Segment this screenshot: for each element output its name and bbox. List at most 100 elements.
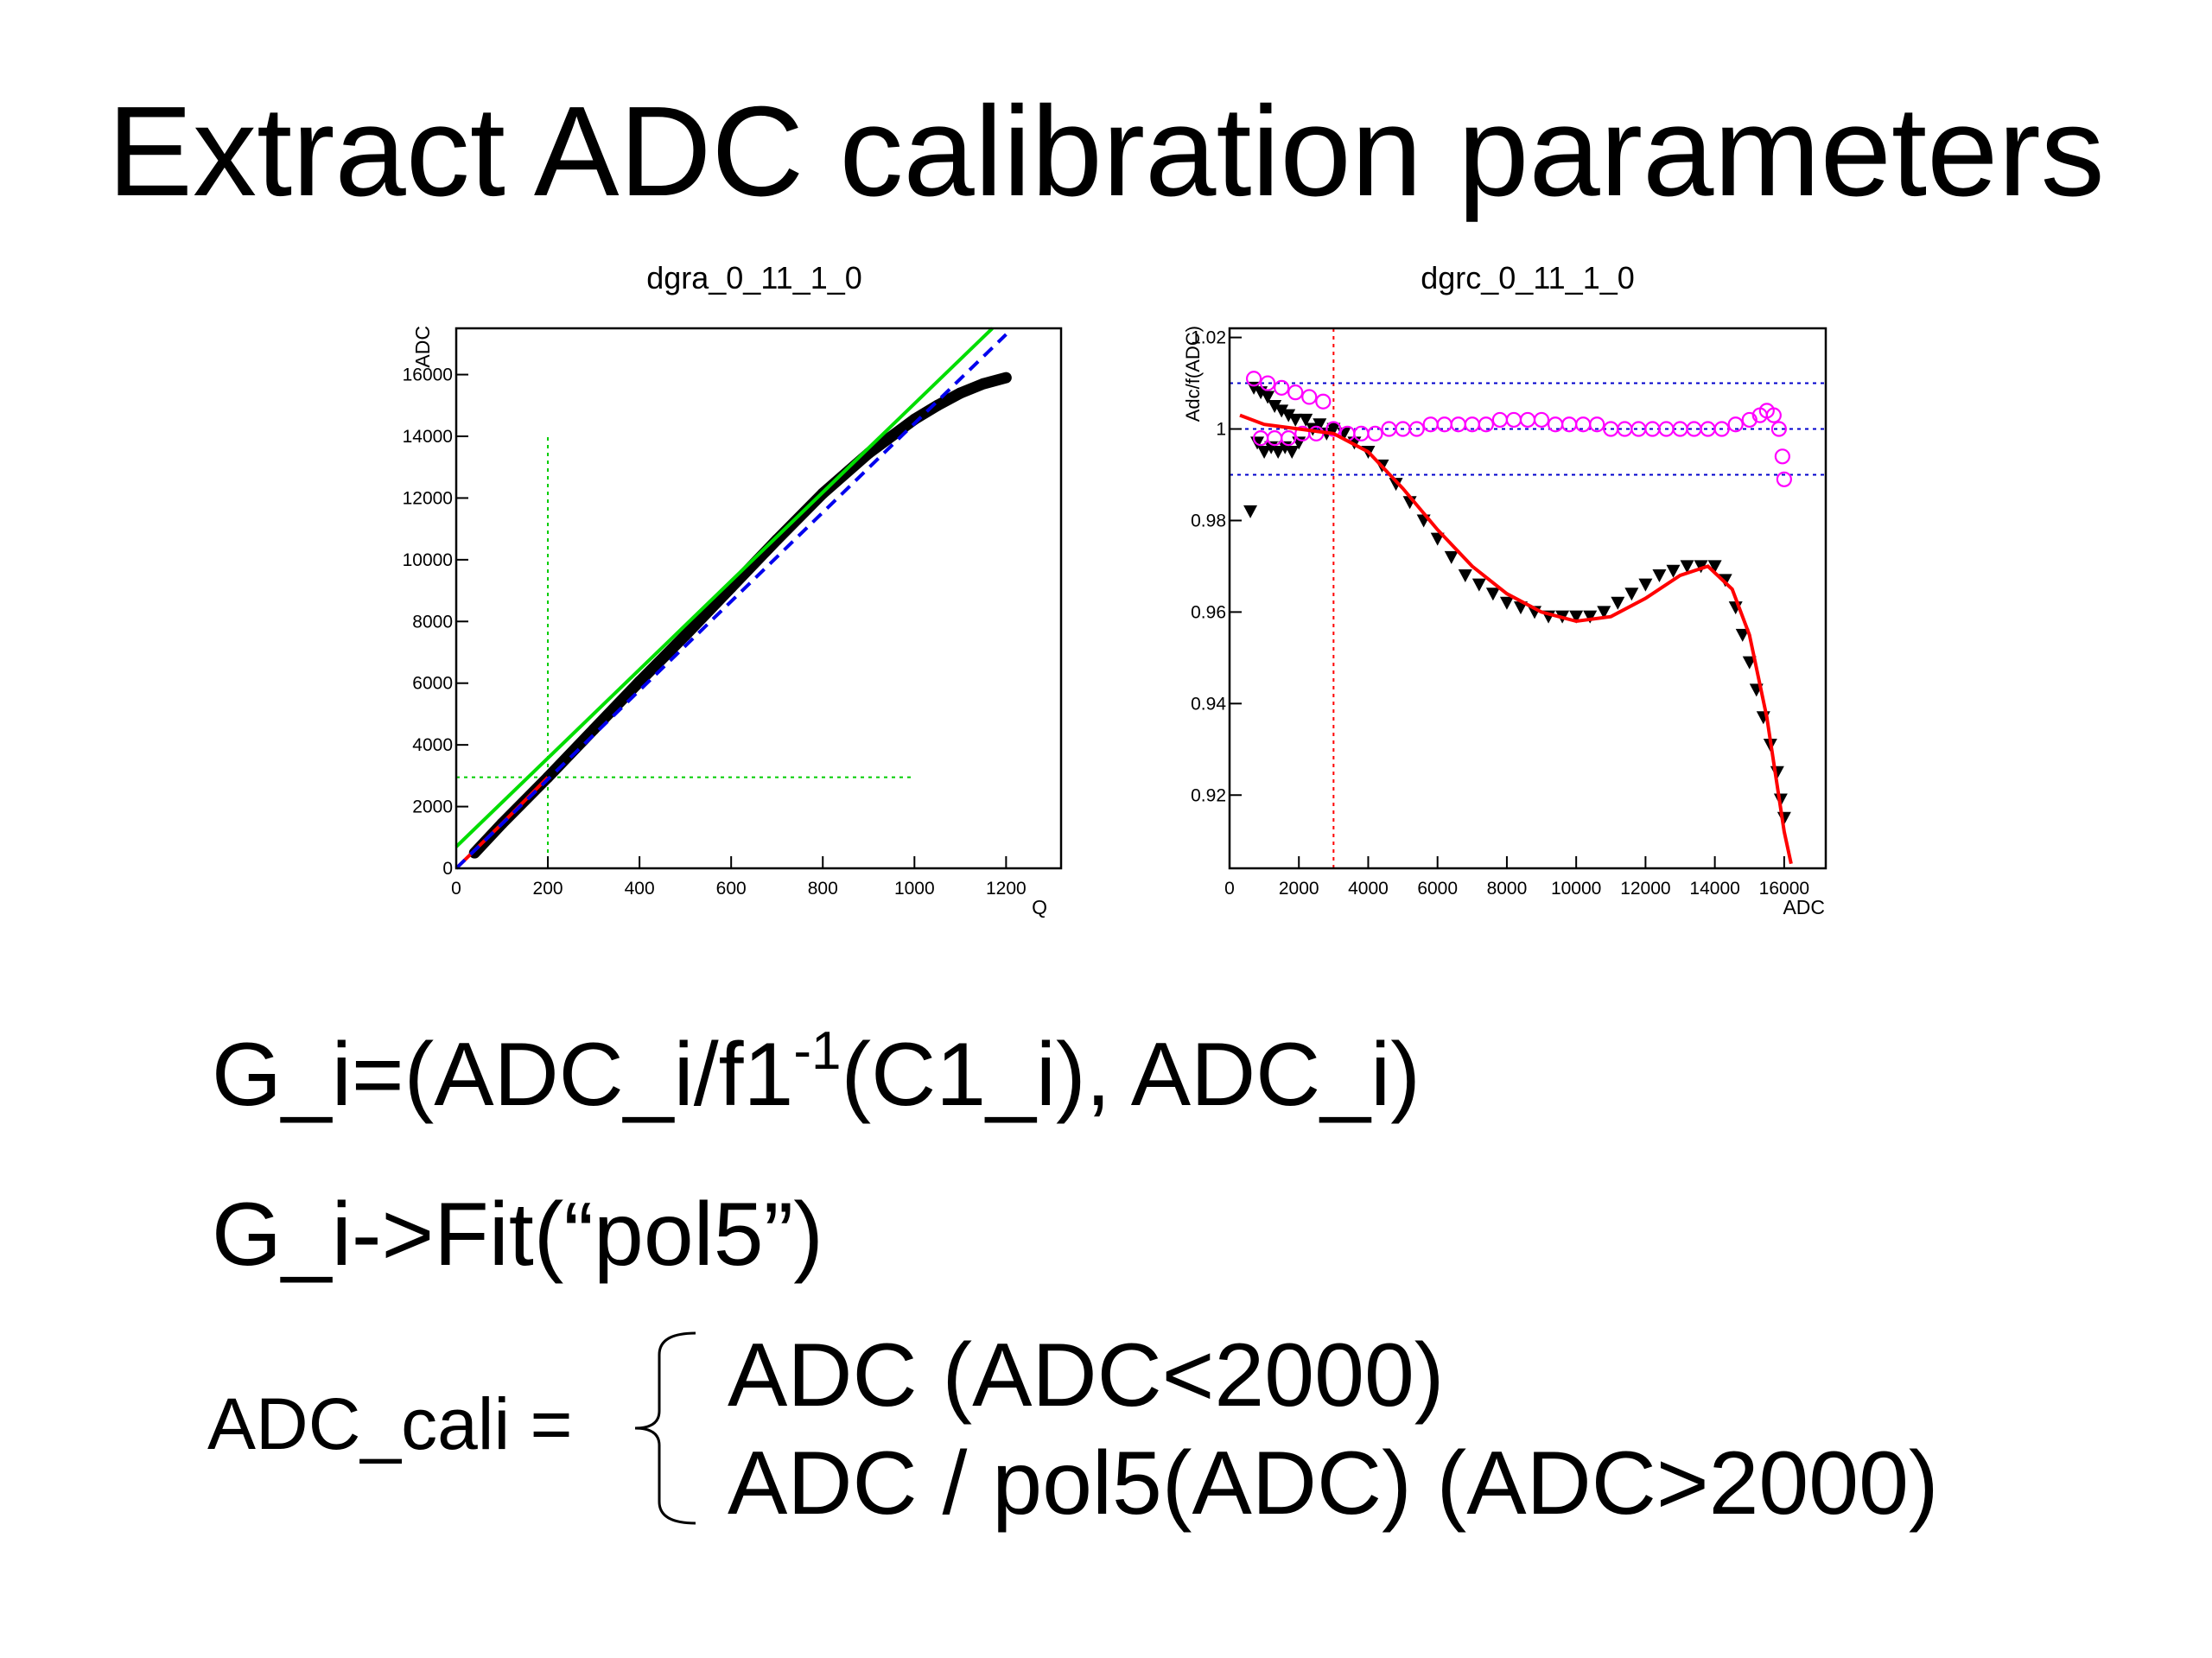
eq1-suffix: (C1_i), ADC_i) bbox=[841, 1025, 1421, 1125]
ratio-vs-adc-chart: dgrc_0_11_1_0 Adc/f(ADC) ADC 0 2000 4000 60… bbox=[1182, 260, 1827, 918]
data-point bbox=[1299, 413, 1313, 427]
eq1-prefix: G_i=(ADC_i/f1 bbox=[212, 1025, 794, 1125]
data-point bbox=[1533, 411, 1550, 429]
data-point bbox=[1367, 425, 1383, 441]
chart-title: dgrc_0_11_1_0 bbox=[1421, 260, 1635, 295]
data-point bbox=[1735, 628, 1750, 642]
y-tick-label: 2000 bbox=[412, 797, 453, 817]
y-tick-label: 0 bbox=[442, 859, 453, 879]
case-above-threshold: ADC / pol5(ADC) (ADC>2000) bbox=[728, 1432, 1939, 1534]
fit-line bbox=[454, 327, 994, 848]
data-point bbox=[1257, 446, 1272, 460]
y-tick-label: 6000 bbox=[412, 674, 453, 694]
equation-graph-definition: G_i=(ADC_i/f1-1(C1_i), ADC_i) bbox=[212, 1024, 1421, 1128]
y-tick-label: 16000 bbox=[403, 365, 453, 385]
data-point bbox=[1727, 416, 1744, 433]
x-tick-label: 600 bbox=[716, 879, 747, 899]
data-point bbox=[1471, 578, 1486, 592]
x-tick-label: 1000 bbox=[894, 879, 935, 899]
x-tick-label: 2000 bbox=[1279, 879, 1319, 899]
data-series-segment bbox=[862, 413, 920, 460]
data-point bbox=[1281, 430, 1297, 447]
data-point bbox=[1478, 416, 1494, 433]
y-tick-label: 12000 bbox=[403, 488, 453, 508]
x-tick-label: 14000 bbox=[1689, 879, 1739, 899]
data-point bbox=[1288, 413, 1303, 427]
adc-vs-q-chart: dgra_0_11_1_0 ADC Q 0 200 400 600 800 1000 120… bbox=[403, 260, 1063, 918]
x-tick-label: 0 bbox=[1224, 879, 1235, 899]
y-tick-label: 0.92 bbox=[1191, 785, 1226, 805]
data-point bbox=[1260, 375, 1276, 391]
fit-line bbox=[1239, 413, 1793, 865]
x-tick-label: 4000 bbox=[1348, 879, 1389, 899]
case-below-threshold: ADC (ADC<2000) bbox=[728, 1325, 1445, 1426]
data-point bbox=[1353, 425, 1370, 441]
data-series-segment bbox=[542, 723, 600, 784]
data-point bbox=[1694, 560, 1708, 574]
data-point bbox=[1313, 418, 1327, 432]
y-tick-label: 4000 bbox=[412, 735, 453, 755]
x-tick-label: 0 bbox=[451, 879, 461, 899]
data-point bbox=[1597, 606, 1611, 619]
y-tick-label: 0.94 bbox=[1191, 694, 1226, 714]
data-point bbox=[1243, 505, 1258, 518]
data-point bbox=[1638, 578, 1653, 592]
data-point bbox=[1444, 550, 1459, 564]
data-series-segment bbox=[977, 372, 1012, 390]
data-point bbox=[1666, 564, 1681, 578]
data-point bbox=[1611, 596, 1625, 610]
y-axis-label: ADC bbox=[411, 326, 434, 368]
x-axis-label: Q bbox=[1032, 896, 1047, 918]
x-tick-label: 10000 bbox=[1551, 879, 1601, 899]
left-brace bbox=[634, 1331, 696, 1525]
y-tick-label: 0.98 bbox=[1191, 511, 1226, 530]
piecewise-cases: ADC (ADC<2000) ADC / pol5(ADC) (ADC>2000… bbox=[728, 1322, 1939, 1538]
data-series-segment bbox=[725, 534, 783, 594]
data-point bbox=[1770, 421, 1787, 437]
x-axis-label: ADC bbox=[1783, 896, 1825, 918]
data-point bbox=[1707, 560, 1722, 574]
x-tick-label: 1200 bbox=[986, 879, 1027, 899]
data-series-segment bbox=[679, 581, 737, 641]
x-tick-label: 16000 bbox=[1759, 879, 1809, 899]
eq1-superscript: -1 bbox=[793, 1021, 842, 1081]
x-tick-label: 800 bbox=[808, 879, 838, 899]
data-point bbox=[1436, 416, 1452, 433]
data-point bbox=[1430, 532, 1445, 546]
data-point bbox=[1776, 471, 1792, 487]
x-tick-label: 6000 bbox=[1417, 879, 1458, 899]
data-point bbox=[1245, 371, 1262, 387]
data-point bbox=[1408, 421, 1425, 437]
data-point bbox=[1315, 393, 1332, 410]
data-series-segment bbox=[588, 676, 645, 735]
fit-line bbox=[454, 333, 1007, 870]
slide-title: Extract ADC calibration parameters bbox=[107, 80, 2105, 223]
x-tick-label: 200 bbox=[533, 879, 563, 899]
data-point bbox=[1274, 379, 1290, 396]
data-point bbox=[1491, 411, 1509, 429]
data-point bbox=[1274, 404, 1289, 418]
data-point bbox=[1389, 478, 1403, 492]
data-point bbox=[1281, 409, 1296, 422]
y-tick-label: 8000 bbox=[412, 612, 453, 632]
data-point bbox=[1547, 416, 1564, 433]
x-tick-label: 12000 bbox=[1620, 879, 1670, 899]
data-point bbox=[1326, 422, 1341, 436]
y-tick-label: 14000 bbox=[403, 427, 453, 447]
data-point bbox=[1765, 407, 1782, 423]
data-point bbox=[1485, 588, 1500, 601]
data-point bbox=[1499, 596, 1514, 610]
data-point bbox=[1575, 416, 1592, 433]
equation-cali-lhs: ADC_cali = bbox=[207, 1383, 573, 1464]
data-point bbox=[1287, 384, 1304, 401]
chart-title: dgra_0_11_1_0 bbox=[646, 260, 862, 295]
plot-frame bbox=[1228, 327, 1827, 870]
data-point bbox=[1741, 411, 1758, 429]
data-point bbox=[1285, 446, 1300, 460]
data-point bbox=[1261, 391, 1275, 404]
data-point bbox=[1505, 411, 1522, 429]
y-tick-label: 1 bbox=[1216, 420, 1226, 440]
data-point bbox=[1624, 588, 1639, 601]
data-point bbox=[1680, 560, 1694, 574]
data-point bbox=[1301, 389, 1318, 405]
